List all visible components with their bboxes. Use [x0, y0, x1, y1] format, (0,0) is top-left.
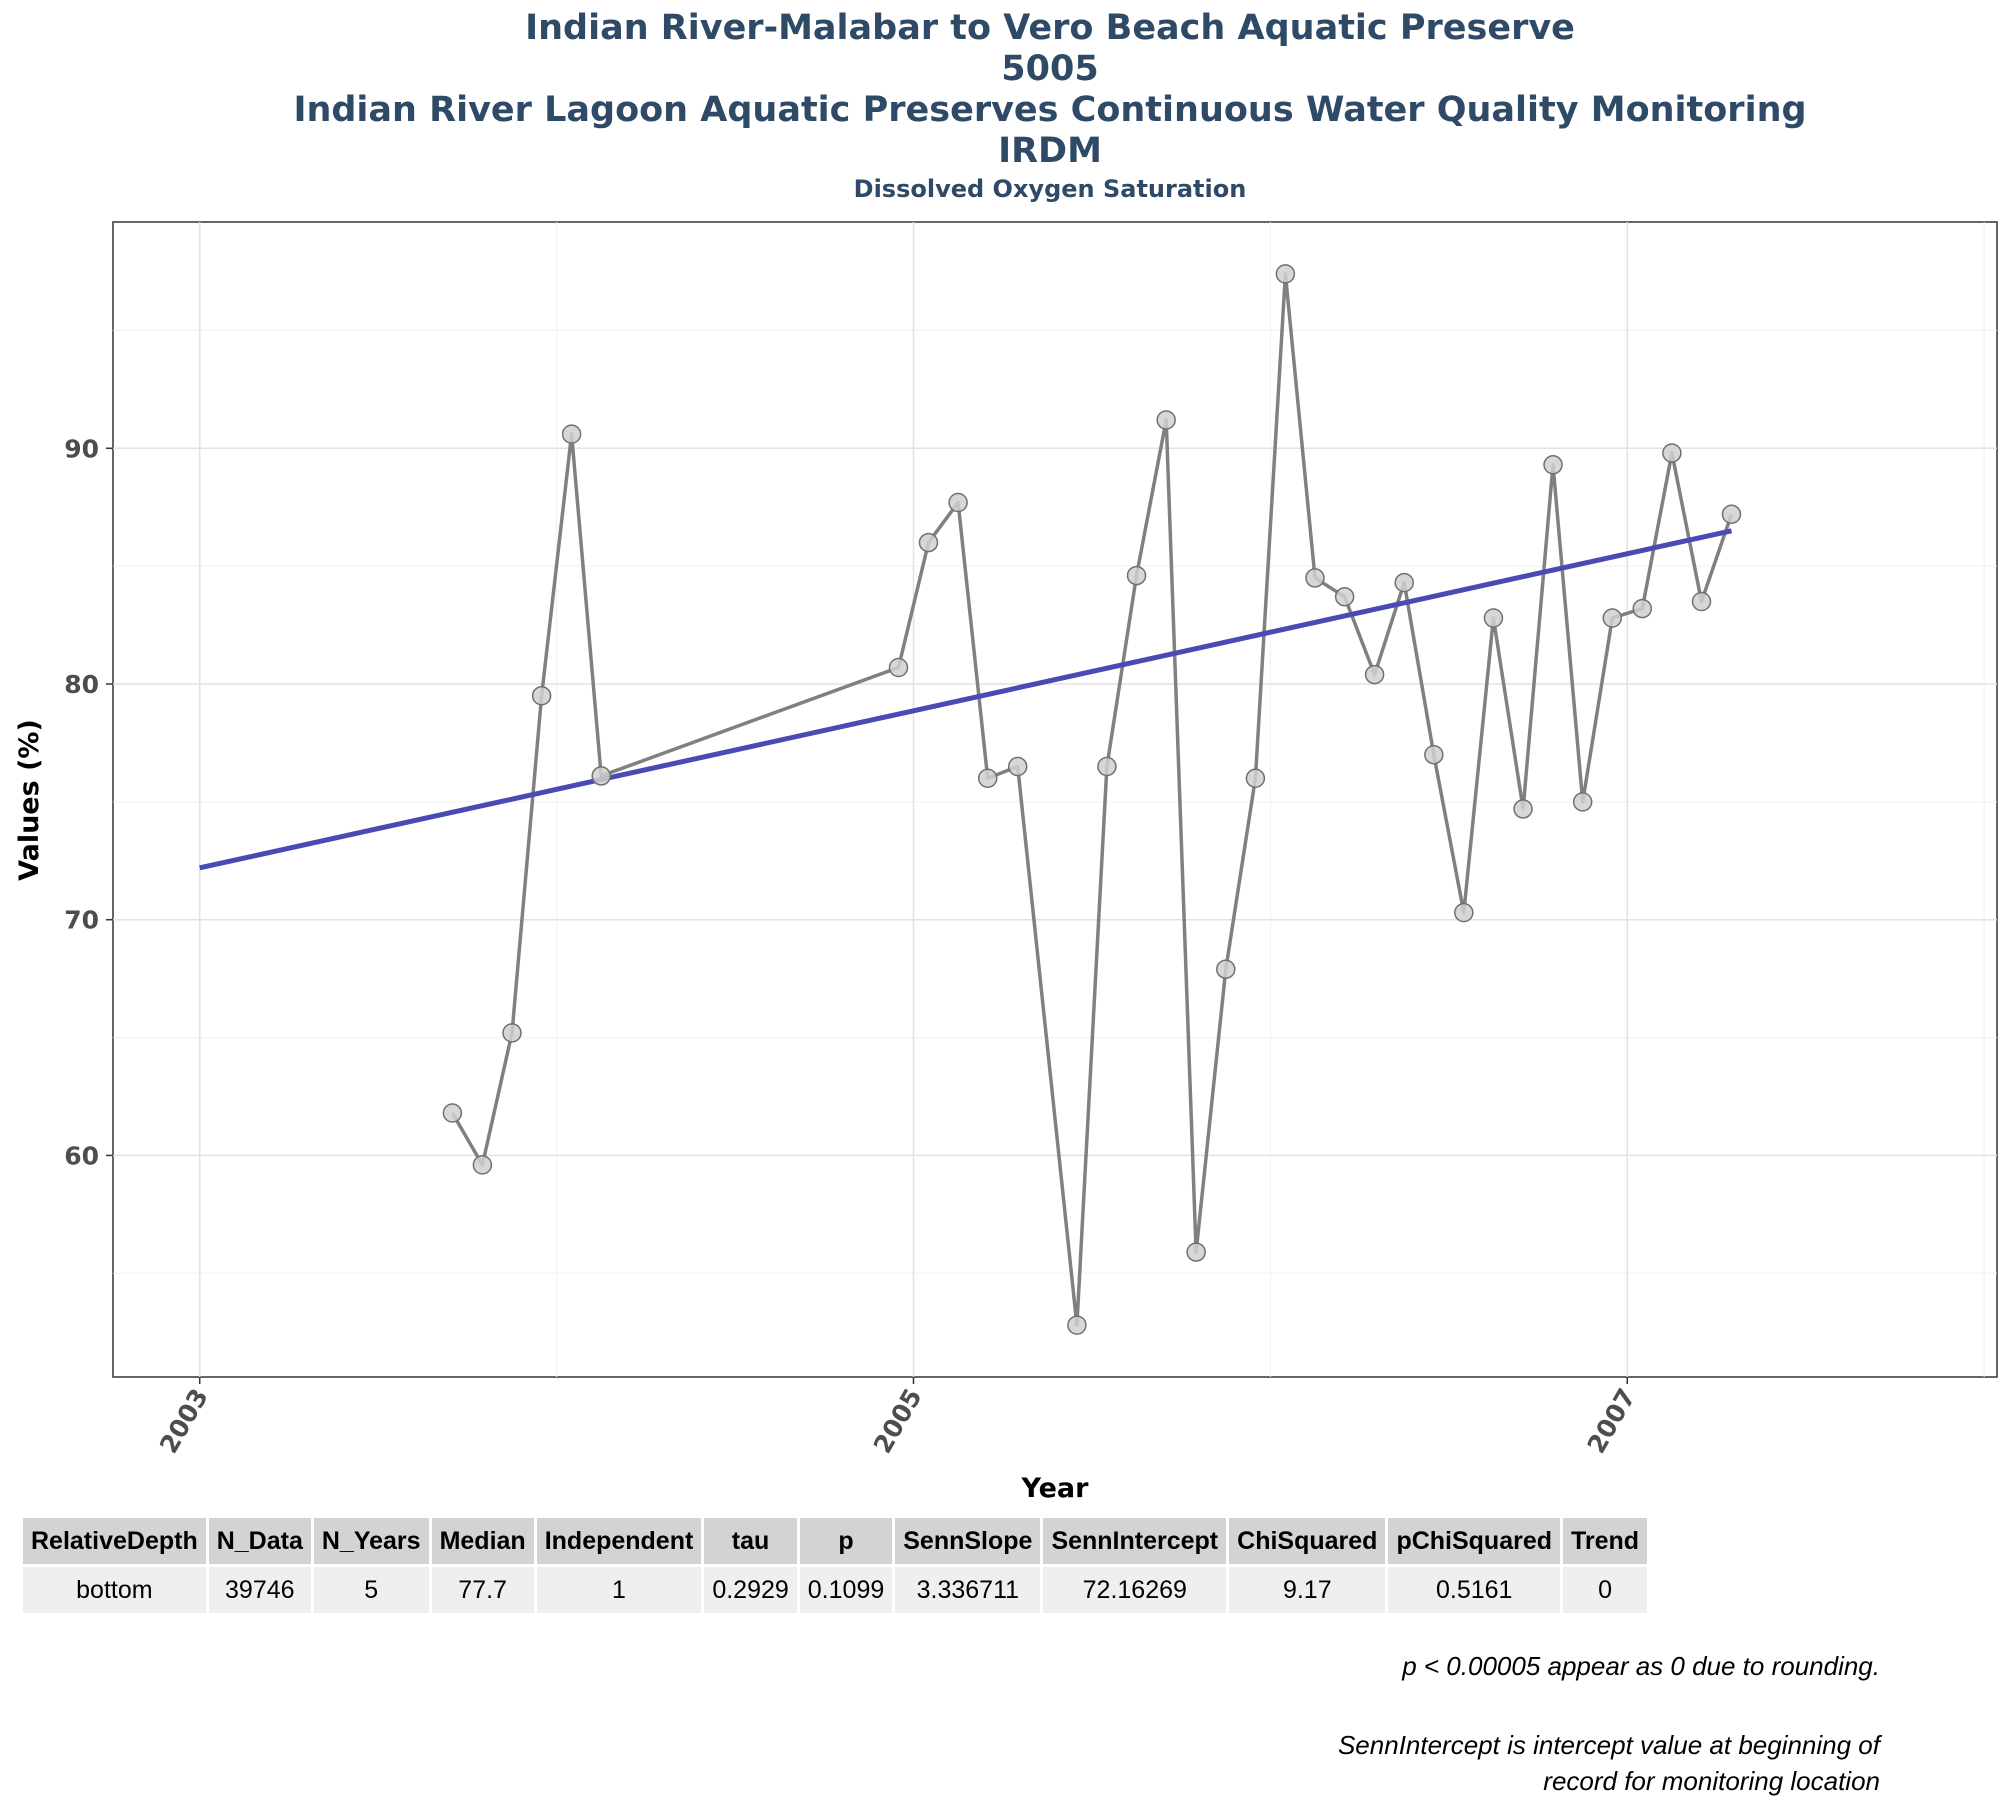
table-header-cell: RelativeDepth — [23, 1518, 206, 1564]
data-point — [442, 1103, 463, 1123]
table-cell: bottom — [23, 1567, 206, 1613]
plot-panel — [112, 221, 1998, 1378]
x-axis-label: Year — [1021, 1473, 1090, 1500]
table-cell: 0 — [1563, 1567, 1648, 1613]
x-tick-label: 2007 — [1582, 1384, 1642, 1459]
data-point — [1424, 744, 1444, 765]
table-header-cell: SennSlope — [895, 1518, 1041, 1564]
table-header-cell: p — [799, 1518, 893, 1564]
data-point — [1572, 792, 1593, 812]
title-line-1: Indian River-Malabar to Vero Beach Aquat… — [525, 8, 1575, 48]
data-point — [1691, 591, 1712, 612]
data-point — [502, 1023, 522, 1043]
y-axis-label: Values (%) — [14, 719, 45, 881]
table-cell: 77.7 — [431, 1567, 534, 1613]
table-header-cell: pChiSquared — [1388, 1518, 1561, 1564]
data-point — [1126, 565, 1147, 586]
data-point — [1216, 959, 1236, 979]
data-point — [1097, 756, 1117, 777]
data-point — [1543, 455, 1563, 475]
chart-subtitle: Dissolved Oxygen Saturation — [853, 175, 1247, 203]
table-cell: 9.17 — [1229, 1567, 1386, 1613]
table-cell: 72.16269 — [1043, 1567, 1227, 1613]
data-point — [1632, 598, 1653, 619]
table-cell: 5 — [313, 1567, 429, 1613]
data-point — [1364, 664, 1385, 685]
gridlines — [113, 222, 1997, 1377]
series-line — [450, 272, 1734, 1327]
data-point — [948, 492, 968, 513]
data-point — [1007, 756, 1028, 777]
table-cell: 3.336711 — [895, 1567, 1041, 1613]
data-point — [1156, 410, 1176, 430]
data-point — [591, 766, 611, 786]
title-line-4: IRDM — [998, 131, 1102, 171]
data-point — [1394, 572, 1414, 593]
data-point — [918, 532, 939, 553]
data-point — [1067, 1315, 1087, 1335]
series-layer — [450, 272, 1734, 1327]
y-tick-label: 80 — [64, 670, 99, 699]
y-tick-label: 70 — [64, 906, 99, 935]
data-point — [1334, 587, 1355, 607]
data-point — [1662, 443, 1682, 463]
table-cell: 0.1099 — [799, 1567, 893, 1613]
table-header-cell: N_Data — [208, 1518, 311, 1564]
stats-table: RelativeDepth N_Data N_Years Median Independ… — [20, 1515, 1650, 1616]
data-point — [1454, 902, 1474, 923]
y-tick-label: 60 — [64, 1141, 99, 1170]
data-point — [1275, 264, 1296, 284]
table-header-cell: tau — [704, 1518, 797, 1564]
title-line-3: Indian River Lagoon Aquatic Preserves Co… — [293, 90, 1807, 130]
line-chart: 60 70 80 90 2003 2005 2007 Year Values (%) — [14, 221, 1998, 1500]
chart-titles: Indian River-Malabar to Vero Beach Aquat… — [0, 8, 2000, 206]
data-point — [531, 686, 552, 706]
table-cell: 39746 — [208, 1567, 311, 1613]
x-axis-ticks: 2003 2005 2007 — [154, 1377, 1641, 1458]
table-header-cell: N_Years — [313, 1518, 429, 1564]
intercept-note-line-1: SennIntercept is intercept value at begi… — [1337, 1730, 1880, 1760]
x-tick-label: 2005 — [868, 1384, 928, 1459]
trend-layer — [199, 528, 1733, 871]
table-header-cell: Trend — [1563, 1518, 1648, 1564]
rounding-note: p < 0.00005 appear as 0 due to rounding. — [1402, 1651, 1880, 1681]
table-header-cell: Independent — [536, 1518, 702, 1564]
data-point — [1245, 768, 1266, 789]
points-layer — [442, 264, 1742, 1335]
title-line-2: 5005 — [1001, 49, 1099, 89]
data-point — [1483, 608, 1504, 628]
stats-header-row: RelativeDepth N_Data N_Years Median Independ… — [23, 1518, 1648, 1564]
data-point — [1186, 1242, 1206, 1262]
data-point — [1721, 504, 1742, 525]
y-tick-label: 90 — [64, 434, 99, 463]
data-point — [977, 768, 998, 789]
stats-body: bottom 39746 5 77.7 1 0.2929 0.1099 3.336711 72.… — [23, 1567, 1648, 1613]
table-cell: 1 — [536, 1567, 702, 1613]
table-row: bottom 39746 5 77.7 1 0.2929 0.1099 3.336711 72.… — [23, 1567, 1648, 1613]
table-header-cell: ChiSquared — [1229, 1518, 1386, 1564]
table-cell: 0.5161 — [1388, 1567, 1561, 1613]
data-point — [561, 424, 582, 444]
data-point — [1305, 568, 1325, 588]
intercept-note-line-2: record for monitoring location — [1543, 1766, 1880, 1796]
trend-line — [199, 528, 1733, 871]
data-point — [472, 1155, 493, 1175]
y-axis-ticks: 60 70 80 90 — [64, 434, 113, 1170]
table-header-cell: SennIntercept — [1043, 1518, 1227, 1564]
x-tick-label: 2003 — [154, 1384, 214, 1459]
table-header-cell: Median — [431, 1518, 534, 1564]
data-point — [1602, 608, 1623, 628]
table-cell: 0.2929 — [704, 1567, 797, 1613]
data-point — [1513, 799, 1533, 819]
data-point — [888, 657, 909, 678]
